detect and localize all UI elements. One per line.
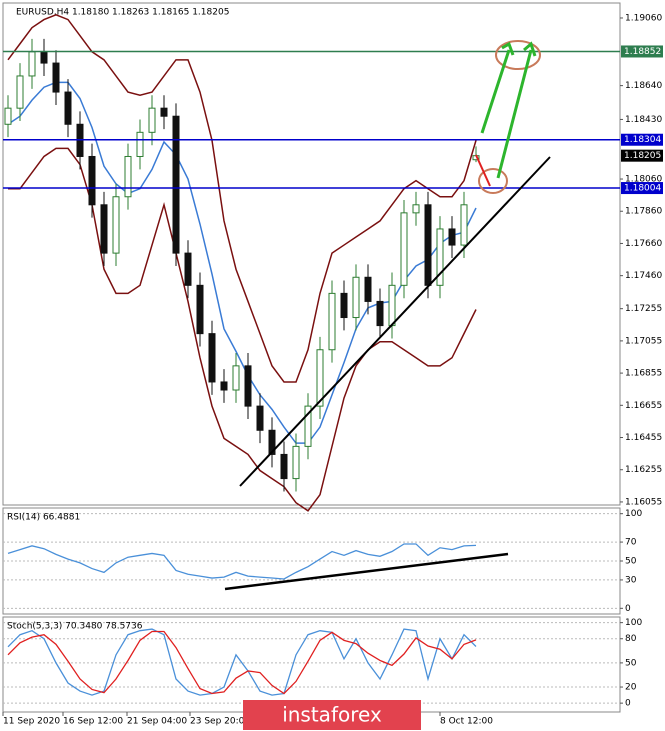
x-tick-label: 16 Sep 12:00 [63, 717, 123, 727]
watermark-bg [243, 700, 421, 730]
x-tick-label: 8 Oct 12:00 [440, 717, 493, 727]
candle-body [340, 292, 348, 319]
price-tag-label: 1.18852 [624, 47, 661, 57]
series-line [7, 628, 477, 696]
forecast-arrow [475, 154, 491, 187]
annotations [224, 40, 551, 591]
candle-body [328, 292, 336, 351]
candle-body [52, 62, 60, 93]
candle-body [124, 155, 132, 198]
y-tick-label: 1.17460 [625, 271, 662, 281]
candle-body [364, 276, 372, 302]
candle-body [196, 284, 204, 335]
y-tick-label: 50 [625, 658, 637, 668]
y-tick-label: 1.16255 [625, 465, 662, 475]
candle-body [88, 155, 96, 206]
candle-body [316, 349, 324, 407]
y-tick-label: 100 [625, 509, 642, 519]
price-tag-label: 1.18304 [624, 135, 661, 145]
candle-body [268, 429, 276, 455]
y-tick-label: 1.18430 [625, 115, 662, 125]
series-line [7, 543, 477, 580]
y-tick-label: 1.18060 [625, 175, 662, 185]
candle-body [424, 204, 432, 286]
candle-body [136, 131, 144, 157]
panel-title: EURUSD,H4 1.18180 1.18263 1.18165 1.1820… [16, 8, 229, 18]
y-tick-label: 1.18640 [625, 81, 662, 91]
y-tick-label: 1.16855 [625, 369, 662, 379]
y-tick-label: 70 [625, 538, 637, 548]
candle-body [412, 204, 420, 214]
price-tag [621, 182, 663, 195]
y-tick-label: 1.17860 [625, 207, 662, 217]
stoch-panel [2, 616, 621, 713]
candle-body [376, 300, 384, 327]
candle-body [64, 91, 72, 125]
y-tick-label: 20 [625, 683, 637, 693]
candle-body [208, 333, 216, 383]
series-line [8, 147, 477, 512]
y-tick-label: 0 [625, 604, 631, 614]
price-tag-label: 1.18004 [624, 184, 661, 194]
candle-body [100, 204, 108, 254]
candle-body [160, 107, 168, 117]
candle-body [232, 365, 240, 391]
price-tag [621, 133, 663, 146]
y-tick-label: 1.19060 [625, 13, 662, 23]
x-tick-label: 23 Sep 20:00 [190, 717, 250, 727]
candle-body [220, 381, 228, 391]
candle-body [292, 445, 300, 480]
target-ellipse [478, 168, 508, 194]
candle-body [448, 228, 456, 246]
candle-body [304, 405, 312, 447]
candle-body [460, 204, 468, 246]
y-tick-label: 1.17055 [625, 336, 662, 346]
trend-line [224, 552, 509, 591]
candle-body [112, 196, 120, 254]
target-ellipse [495, 40, 541, 70]
y-tick-label: 80 [625, 634, 637, 644]
y-tick-label: 1.16055 [625, 497, 662, 507]
trend-line [239, 156, 551, 487]
candle-body [16, 75, 24, 109]
series-line [7, 630, 477, 695]
y-tick-label: 1.16455 [625, 433, 662, 443]
last-price-label: 1.18205 [624, 151, 661, 161]
watermark: instaforex [282, 703, 382, 727]
series-line [7, 13, 477, 383]
x-tick-label: 11 Sep 2020 [3, 717, 60, 727]
last-price-tag [621, 149, 663, 162]
y-tick-label: 30 [625, 575, 637, 585]
panel-title: Stoch(5,3,3) 70.3480 78.5736 [7, 622, 143, 632]
arrow-head [501, 41, 537, 57]
candle-body [28, 51, 36, 77]
forecast-arrow [480, 49, 533, 179]
panel-title: RSI(14) 66.4881 [7, 513, 80, 523]
candle-body [148, 107, 156, 133]
y-tick-label: 1.16655 [625, 401, 662, 411]
y-tick-label: 1.17660 [625, 239, 662, 249]
candle-body [388, 284, 396, 327]
candle-body [4, 107, 12, 125]
candle-body [352, 276, 360, 319]
y-tick-label: 0 [625, 699, 631, 709]
y-tick-label: 100 [625, 618, 642, 628]
candle-body [436, 228, 444, 286]
candle-body [280, 453, 288, 480]
candle-body [40, 51, 48, 64]
y-tick-label: 50 [625, 557, 637, 567]
candle-body [244, 365, 252, 407]
y-tick-label: 1.17255 [625, 304, 662, 314]
candle-body [184, 252, 192, 286]
candle-body [256, 405, 264, 431]
price-tag [621, 45, 663, 58]
x-tick-label: 21 Sep 04:00 [127, 717, 187, 727]
candle-body [172, 115, 180, 254]
candle-body [400, 212, 408, 286]
series-line [7, 81, 477, 444]
